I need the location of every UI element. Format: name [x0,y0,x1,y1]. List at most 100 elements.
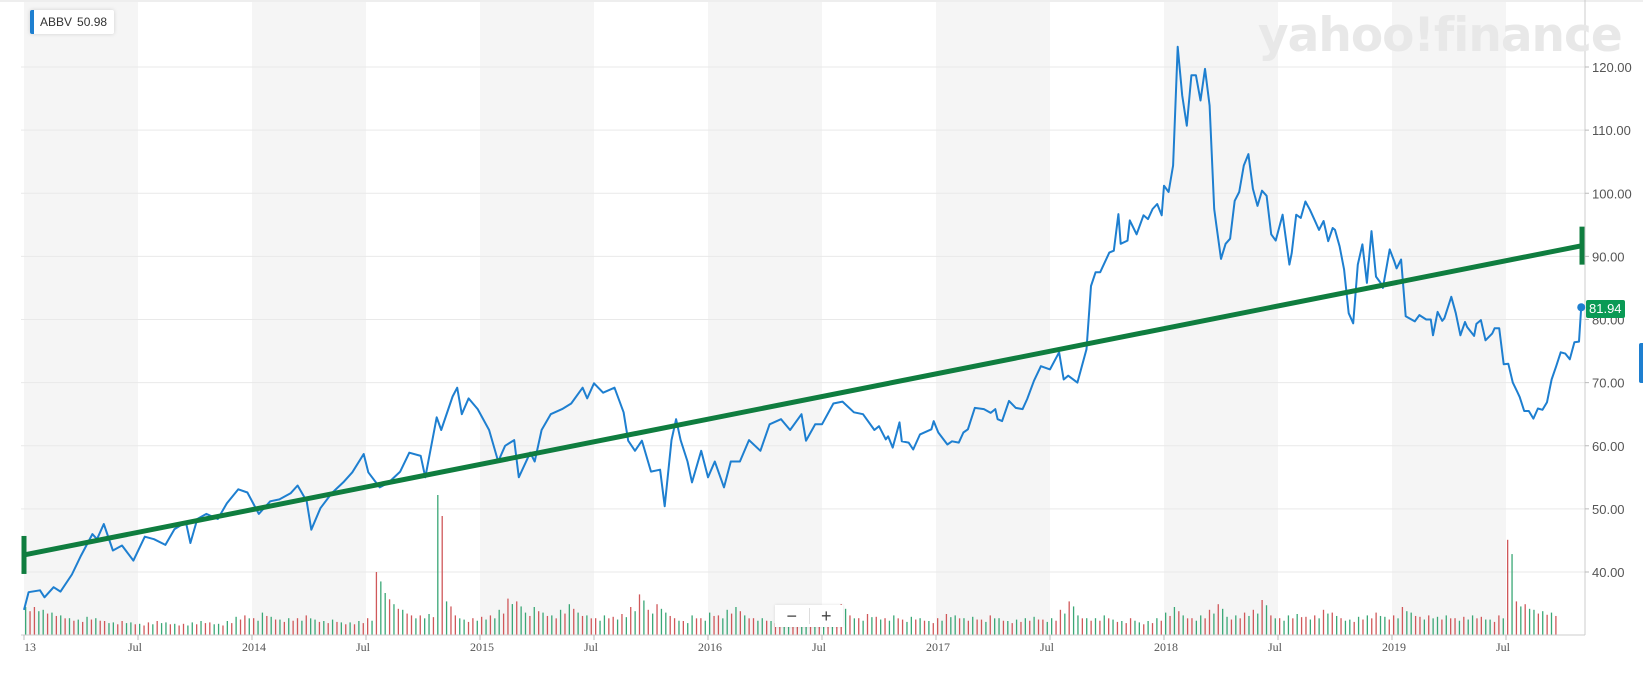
volume-bar [634,611,636,635]
volume-bar [862,620,864,635]
volume-bar [590,618,592,635]
volume-bar [1419,616,1421,635]
volume-bar [494,618,496,635]
volume-bar [630,607,632,635]
volume-bar [608,618,610,635]
volume-bar [1331,612,1333,635]
volume-bar [1261,600,1263,635]
volume-bar [419,615,421,635]
volume-bar [1112,619,1114,635]
volume-bar [279,619,281,635]
volume-bar [730,613,733,635]
volume-bar [691,615,693,635]
volume-bar [1129,618,1132,635]
price-line[interactable] [23,45,1583,611]
volume-bar [1318,618,1320,635]
half-year-band [936,2,1050,635]
volume-bar [906,621,908,635]
volume-bar [1037,619,1040,635]
volume-bar [428,614,430,635]
volume-bar [1406,611,1408,635]
volume-bar [86,616,88,635]
volume-bar [1274,618,1276,635]
y-tick-label: 40.00 [1592,565,1625,580]
volume-bar [139,623,141,635]
volume-bar [801,619,803,635]
volume-bar [310,618,312,635]
volume-bar [1279,618,1281,635]
trendline [23,243,1583,558]
volume-bar [1454,618,1456,635]
volume-bar [1108,618,1110,635]
volume-bar [621,614,623,635]
volume-bar [476,620,478,635]
volume-bar [432,617,435,635]
volume-bar [533,607,535,635]
volume-bar [336,621,338,635]
volume-bar [196,624,198,635]
volume-bar [502,613,505,635]
volume-bar [770,621,772,635]
volume-bar [1081,618,1084,635]
half-year-band [24,2,138,635]
volume-bar [1156,618,1158,635]
volume-bar [261,612,264,635]
volume-bar [1178,611,1180,635]
volume-bar [1340,618,1342,635]
x-tick-label: 13 [24,640,36,654]
volume-bar [564,613,566,635]
x-tick-label: 2014 [242,640,266,654]
volume-bar [1173,607,1176,635]
volume-bar [1165,612,1167,635]
volume-bar [1090,620,1092,635]
volume-bar [595,618,597,635]
volume-bar [489,615,492,635]
volume-bar [270,616,272,635]
x-tick-label: 2017 [926,640,950,654]
volume-bar [1213,613,1215,635]
volume-bar [327,623,329,635]
side-panel-tab[interactable] [1639,343,1643,383]
volume-bar [244,615,246,635]
volume-bar [612,616,614,635]
volume-bar [783,620,785,635]
volume-bar [700,618,702,635]
volume-bar [467,621,470,635]
volume-bar [752,618,755,635]
x-axis-ticks: 13 Jul 2014 Jul 2015 Jul 2016 Jul 2017 Jul 2018 Jul… [23,635,1511,654]
volume-bar [652,613,654,635]
series-legend[interactable]: ABBV 50.98 [30,10,115,34]
volume-bar [888,620,891,635]
volume-bar [923,620,926,635]
volume-bar [288,618,290,635]
volume-bar [1528,608,1531,635]
volume-bar [174,623,176,635]
volume-bar [555,618,557,635]
volume-bar [1143,624,1145,635]
volume-bar [603,615,606,635]
volume-bar [643,600,645,635]
volume-bar [68,618,71,635]
volume-bar [1371,618,1373,635]
volume-bar [217,623,220,635]
volume-bar [25,607,27,635]
volume-bar [117,624,119,635]
volume-bar [450,606,452,635]
volume-bar [415,618,417,635]
volume-bar [125,623,128,635]
volume-bar [695,618,698,635]
trendline-drawing[interactable] [21,226,1585,574]
volume-bar [178,625,180,635]
volume-bar [809,621,812,635]
volume-bar [134,624,136,635]
zoom-out-button[interactable]: − [786,606,797,626]
volume-bar [222,625,224,635]
volume-bar [1169,615,1171,635]
volume-bar [735,607,737,635]
volume-bar [296,618,299,635]
volume-bar [880,619,882,635]
zoom-in-button[interactable]: + [820,606,832,626]
volume-bar [1388,619,1390,635]
volume-bar [573,608,575,635]
